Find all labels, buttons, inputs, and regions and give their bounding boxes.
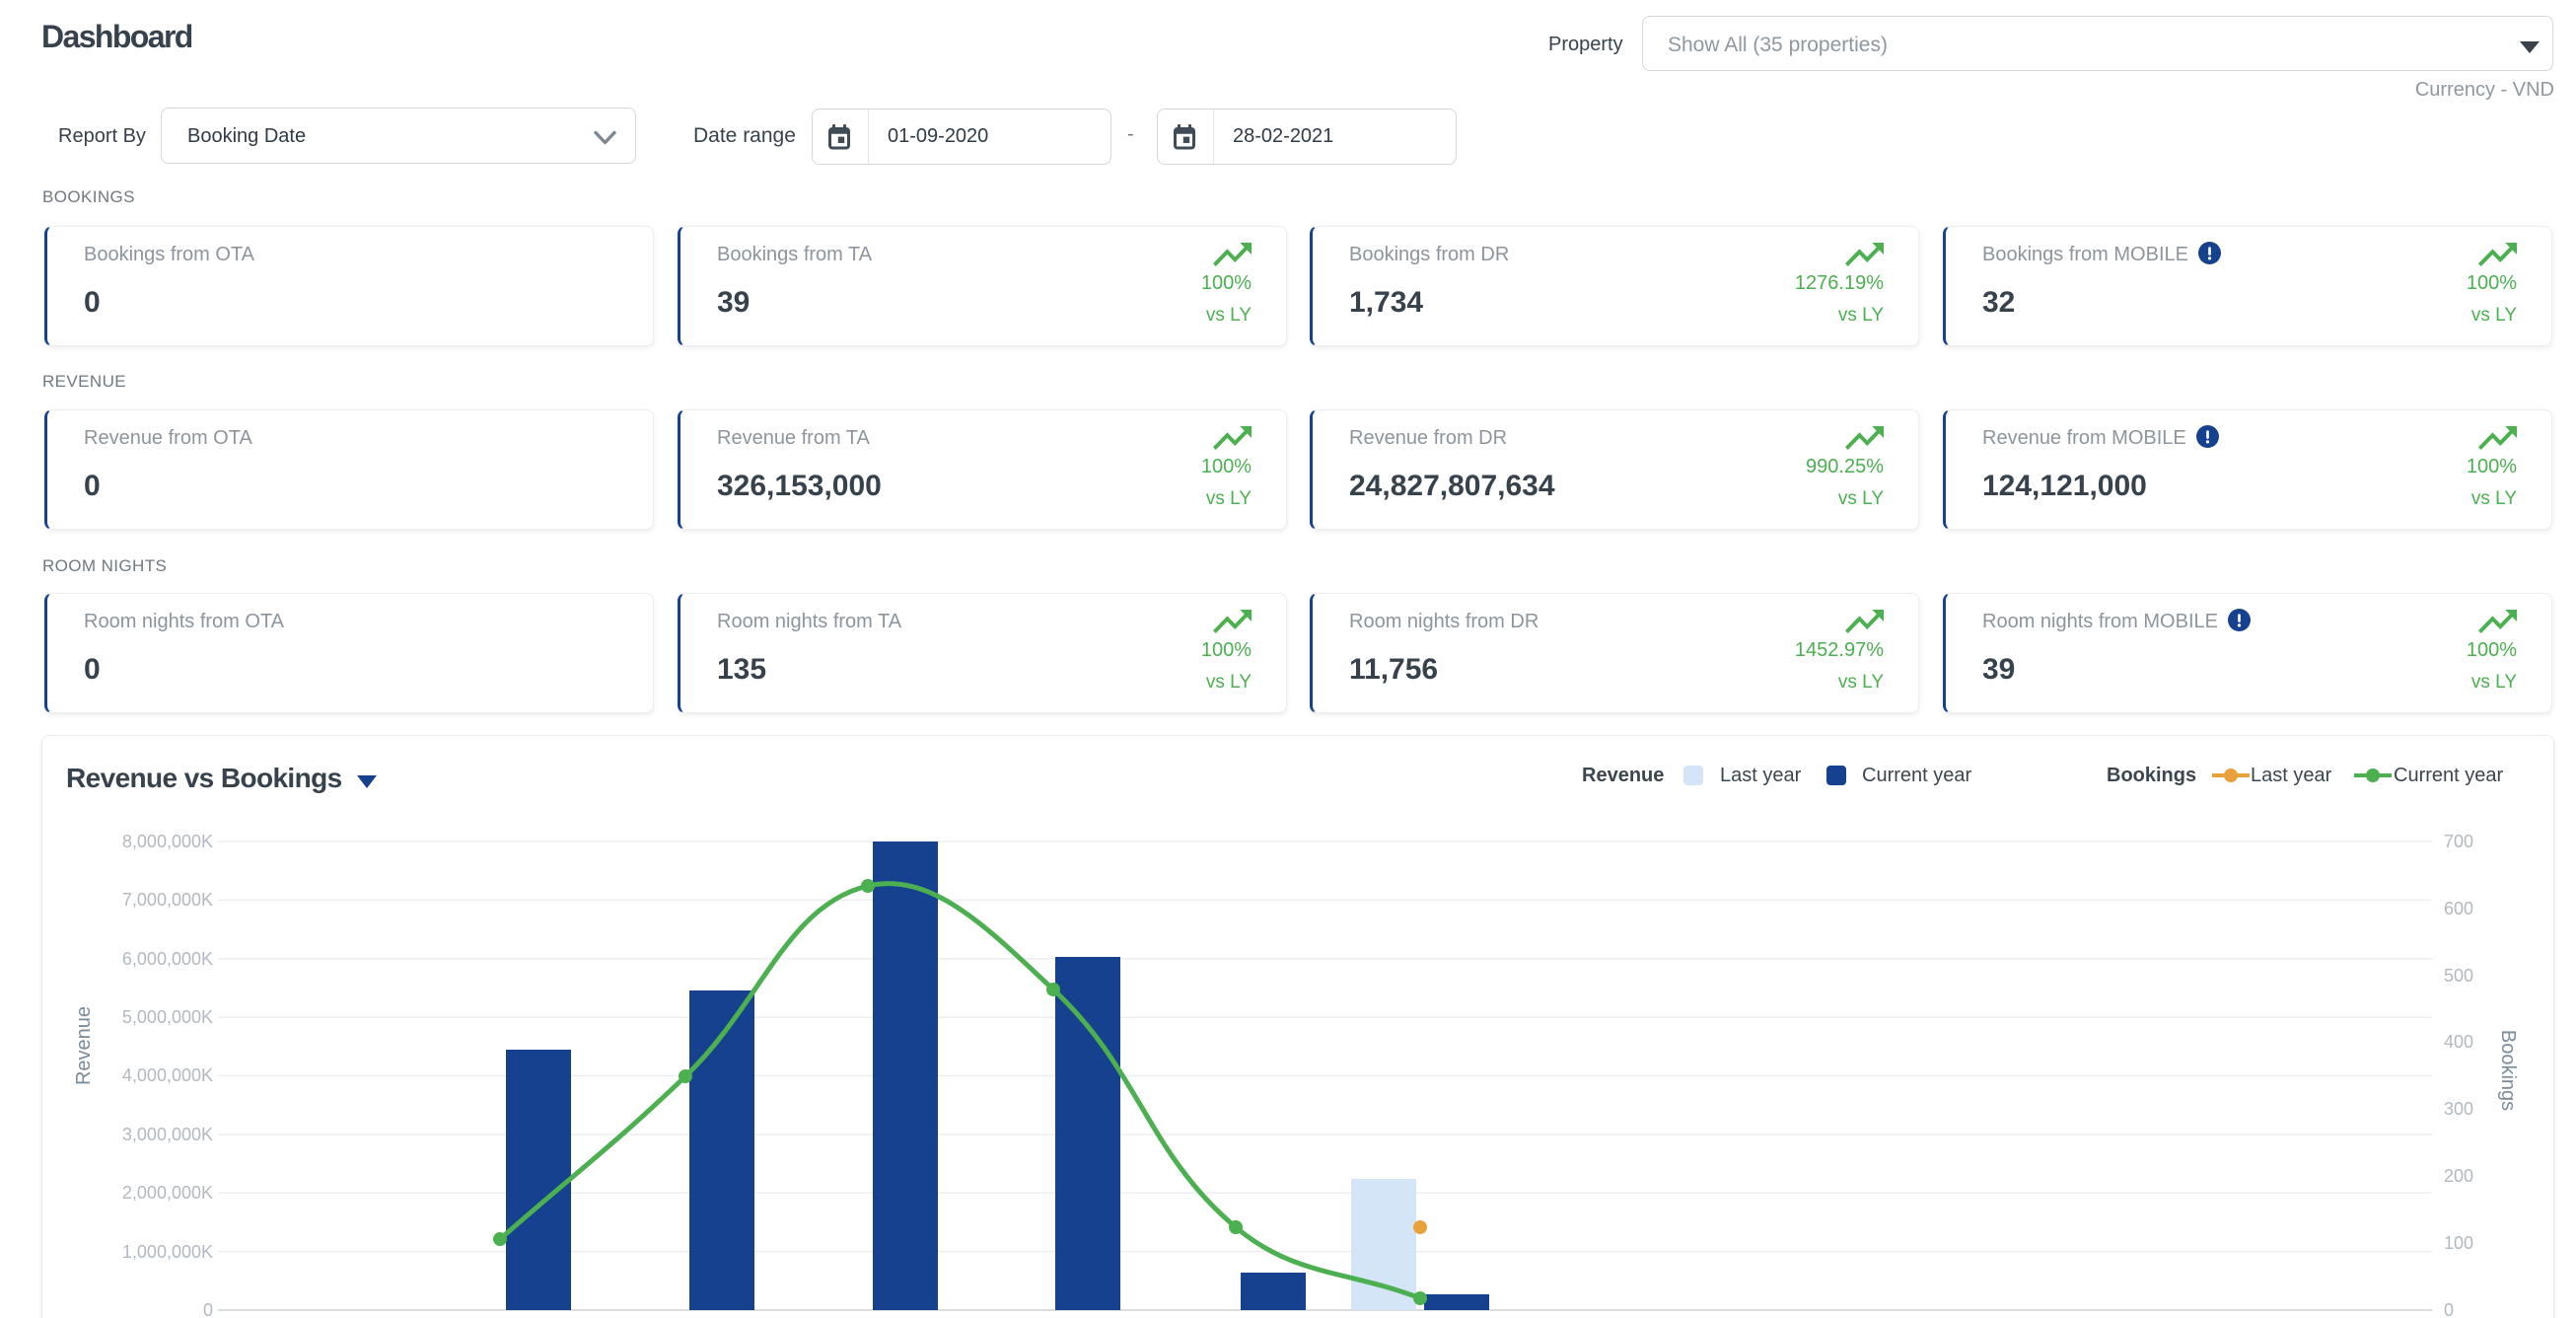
svg-text:700: 700 (2444, 832, 2473, 851)
svg-text:400: 400 (2444, 1032, 2473, 1052)
svg-text:300: 300 (2444, 1099, 2473, 1119)
svg-text:6,000,000K: 6,000,000K (122, 949, 213, 969)
svg-text:2,000,000K: 2,000,000K (122, 1183, 213, 1203)
svg-text:1,000,000K: 1,000,000K (122, 1242, 213, 1262)
svg-text:500: 500 (2444, 966, 2473, 986)
svg-text:4,000,000K: 4,000,000K (122, 1065, 213, 1085)
svg-text:600: 600 (2444, 899, 2473, 918)
svg-text:0: 0 (203, 1300, 213, 1318)
svg-text:0: 0 (2444, 1300, 2454, 1318)
svg-text:Bookings: Bookings (2497, 1030, 2519, 1111)
svg-text:Revenue: Revenue (73, 1006, 95, 1085)
svg-text:200: 200 (2444, 1166, 2473, 1186)
svg-text:8,000,000K: 8,000,000K (122, 832, 213, 851)
svg-text:3,000,000K: 3,000,000K (122, 1125, 213, 1144)
svg-text:7,000,000K: 7,000,000K (122, 890, 213, 910)
svg-text:100: 100 (2444, 1233, 2473, 1253)
svg-text:5,000,000K: 5,000,000K (122, 1007, 213, 1027)
